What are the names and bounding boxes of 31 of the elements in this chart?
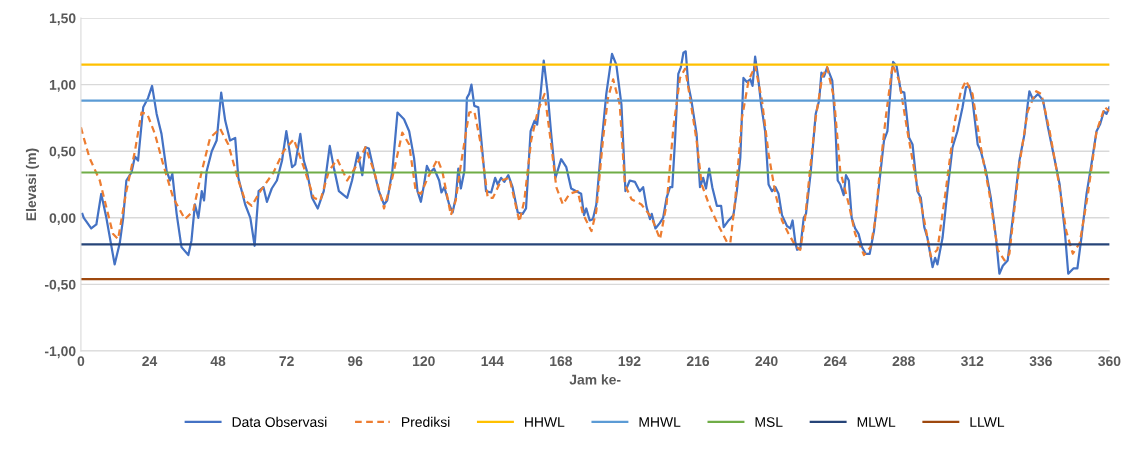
x-tick-label: 360 [1098, 356, 1121, 367]
legend-label: MHWL [639, 417, 681, 427]
legend-label: HHWL [525, 417, 565, 427]
y-tick-label: -0,50 [44, 279, 76, 292]
y-tick-label: 1,50 [49, 13, 76, 26]
x-tick-label: 216 [686, 356, 710, 367]
x-tick-label: 72 [279, 356, 294, 366]
x-tick-label: 168 [550, 356, 573, 367]
y-axis-title: Elevasi (m) [25, 148, 39, 221]
x-tick-label: 144 [481, 356, 504, 366]
legend-label: LLWL [970, 417, 1005, 427]
x-tick-label: 264 [824, 356, 847, 367]
x-tick-label: 48 [210, 356, 226, 367]
x-tick-label: 24 [142, 356, 158, 366]
x-tick-label: 120 [413, 356, 435, 367]
y-tick-label: 0,00 [49, 213, 76, 225]
legend-label: MSL [755, 417, 783, 427]
x-tick-label: 312 [960, 356, 984, 367]
x-tick-label: 0 [77, 356, 85, 367]
legend-label: Data Observasi [232, 416, 327, 427]
x-tick-label: 240 [755, 356, 778, 367]
legend-label: MLWL [857, 417, 896, 427]
x-tick-label: 336 [1029, 356, 1052, 367]
x-tick-label: 96 [347, 356, 363, 367]
x-axis-title: Jam ke- [569, 374, 621, 385]
x-tick-label: 192 [618, 356, 641, 367]
x-tick-label: 288 [892, 356, 915, 367]
y-tick-label: 0,50 [49, 146, 76, 159]
y-tick-label: -1,00 [44, 346, 76, 359]
legend-label: Prediksi [402, 416, 450, 427]
y-tick-label: 1,00 [49, 79, 76, 92]
